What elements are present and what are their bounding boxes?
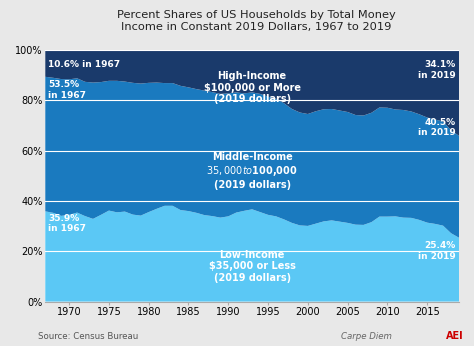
Text: 53.5%
in 1967: 53.5% in 1967	[48, 80, 86, 100]
Text: Low-Income
$35,000 or Less
(2019 dollars): Low-Income $35,000 or Less (2019 dollars…	[209, 250, 296, 283]
Text: Carpe Diem: Carpe Diem	[341, 332, 392, 341]
Text: 35.9%
in 1967: 35.9% in 1967	[48, 213, 86, 233]
Text: 25.4%
in 2019: 25.4% in 2019	[418, 241, 456, 261]
Text: Percent Shares of US Households by Total Money
Income in Constant 2019 Dollars, : Percent Shares of US Households by Total…	[117, 10, 395, 32]
Text: Source: Census Bureau: Source: Census Bureau	[38, 332, 138, 341]
Text: 10.6% in 1967: 10.6% in 1967	[48, 60, 120, 69]
Text: Middle-Income
$35,000 to $100,000
(2019 dollars): Middle-Income $35,000 to $100,000 (2019 …	[206, 152, 298, 190]
Text: 40.5%
in 2019: 40.5% in 2019	[418, 118, 456, 137]
Text: 34.1%
in 2019: 34.1% in 2019	[418, 60, 456, 80]
Text: AEI: AEI	[446, 331, 463, 341]
Text: High-Income
$100,000 or More
(2019 dollars): High-Income $100,000 or More (2019 dolla…	[204, 71, 301, 104]
